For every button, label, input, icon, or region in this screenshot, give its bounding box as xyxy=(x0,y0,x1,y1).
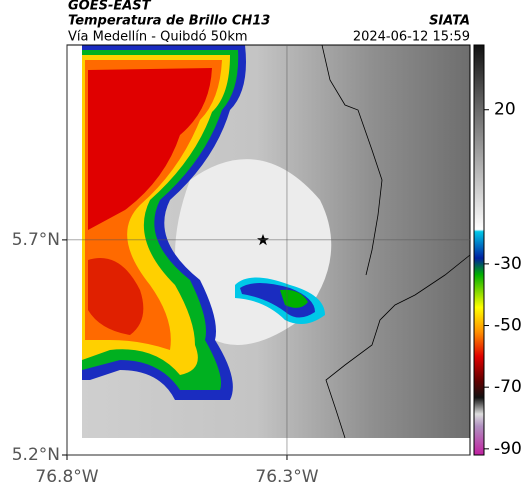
y-tick-label: 5.2°N xyxy=(12,445,60,465)
title: Temperatura de Brillo CH13 xyxy=(68,14,270,29)
x-tick-label: 76.8°W xyxy=(35,467,98,487)
x-tick-label: 76.3°W xyxy=(255,467,318,487)
ticks: 76.8°W 76.3°W 5.2°N 5.7°N 20 -30 -50 -70 -90 xyxy=(12,45,522,487)
location-marker xyxy=(257,234,269,246)
subtitle: Vía Medellín - Quibdó 50km xyxy=(68,30,248,45)
agency: SIATA xyxy=(429,14,470,29)
colorbar-tick-label: -30 xyxy=(494,254,522,274)
source: GOES-EAST xyxy=(68,0,152,14)
colorbar xyxy=(473,44,485,456)
satellite-image xyxy=(82,44,471,439)
y-tick-label: 5.7°N xyxy=(12,230,60,250)
timestamp: 2024-06-12 15:59 xyxy=(353,30,470,45)
colorbar-tick-label: -90 xyxy=(494,439,522,459)
colorbar-tick-label: -70 xyxy=(494,377,522,397)
colorbar-tick-label: 20 xyxy=(494,100,516,120)
colorbar-tick-label: -50 xyxy=(494,316,522,336)
